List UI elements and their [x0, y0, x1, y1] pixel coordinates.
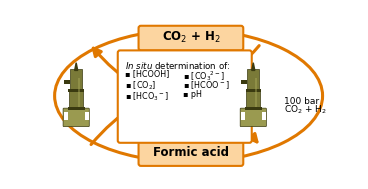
FancyBboxPatch shape	[247, 69, 259, 91]
FancyBboxPatch shape	[138, 26, 243, 50]
Bar	[245, 107, 262, 110]
Text: ▪ [HCOO$^-$]: ▪ [HCOO$^-$]	[183, 80, 230, 91]
Polygon shape	[252, 63, 255, 70]
Text: 100 bar: 100 bar	[284, 98, 319, 106]
Text: ▪ pH: ▪ pH	[183, 91, 202, 99]
Bar	[64, 112, 68, 120]
Text: ▪ [CO$_3$$^{2-}$]: ▪ [CO$_3$$^{2-}$]	[183, 69, 225, 83]
Text: CO$_2$ + H$_2$: CO$_2$ + H$_2$	[162, 30, 220, 45]
Ellipse shape	[54, 30, 323, 162]
Bar	[64, 81, 70, 84]
Bar	[68, 107, 85, 110]
FancyBboxPatch shape	[69, 91, 83, 109]
Bar	[78, 78, 80, 107]
FancyBboxPatch shape	[70, 69, 82, 91]
Bar	[68, 89, 84, 92]
Bar	[255, 78, 257, 107]
FancyBboxPatch shape	[138, 141, 243, 166]
FancyBboxPatch shape	[240, 108, 266, 127]
Text: ▪ [CO$_2$]: ▪ [CO$_2$]	[125, 80, 156, 92]
Text: ▪ [HCO$_3$$^-$]: ▪ [HCO$_3$$^-$]	[125, 91, 169, 103]
Text: Formic acid: Formic acid	[153, 146, 229, 159]
Text: CO$_2$ + H$_2$: CO$_2$ + H$_2$	[284, 103, 327, 116]
Polygon shape	[75, 63, 78, 70]
FancyBboxPatch shape	[63, 108, 89, 127]
FancyBboxPatch shape	[246, 91, 260, 109]
Bar	[85, 112, 88, 120]
Bar	[241, 112, 245, 120]
Bar	[245, 89, 261, 92]
Text: ▪ [HCOOH]: ▪ [HCOOH]	[125, 69, 169, 78]
FancyBboxPatch shape	[118, 50, 252, 143]
Bar	[262, 112, 266, 120]
Text: $\it{In\ situ}$ determination of:: $\it{In\ situ}$ determination of:	[125, 60, 230, 71]
Bar	[241, 81, 247, 84]
